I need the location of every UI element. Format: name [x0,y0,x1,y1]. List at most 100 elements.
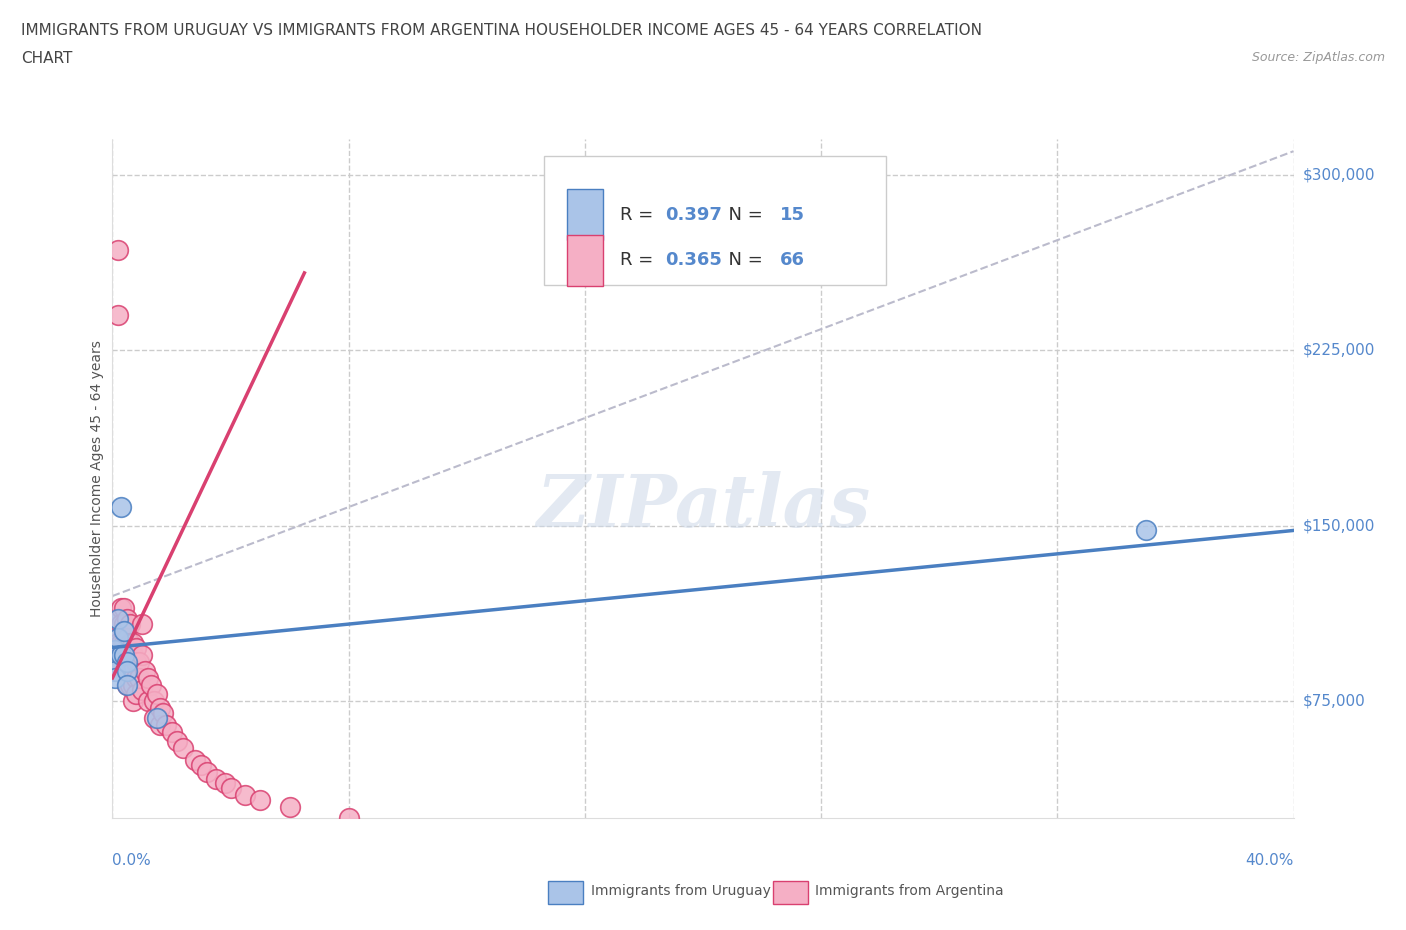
Point [110,600,132,615]
Point [184,752,207,767]
Y-axis label: Householder Income Ages 45 - 64 years: Householder Income Ages 45 - 64 years [90,340,104,618]
Text: 0.397: 0.397 [665,206,723,224]
Text: 66: 66 [780,251,804,269]
Point [149,717,172,732]
Point [195,764,218,779]
Point [107,242,129,257]
Point [117,631,138,645]
Point [107,635,129,650]
Point [120,678,142,693]
Point [146,687,169,702]
Point [112,600,135,615]
Point [104,671,127,685]
Text: R =: R = [620,206,659,224]
Point [128,671,150,685]
Point [249,792,271,807]
Text: IMMIGRANTS FROM URUGUAY VS IMMIGRANTS FROM ARGENTINA HOUSEHOLDER INCOME AGES 45 : IMMIGRANTS FROM URUGUAY VS IMMIGRANTS FR… [21,23,981,38]
Point [233,788,256,803]
Text: 40.0%: 40.0% [1246,853,1294,868]
Point [166,734,188,749]
Point [155,717,177,732]
Text: Immigrants from Argentina: Immigrants from Argentina [815,884,1004,898]
Point [112,647,135,662]
Point [104,643,127,658]
Point [104,640,127,655]
Text: N =: N = [717,251,769,269]
Point [110,635,132,650]
Point [125,654,148,669]
Point [278,799,301,814]
Point [112,663,135,678]
Point [122,694,145,709]
Point [134,663,156,678]
Point [122,663,145,678]
Point [107,631,129,645]
Point [117,640,138,655]
Text: CHART: CHART [21,51,73,66]
Point [205,771,228,786]
Point [219,780,242,795]
FancyBboxPatch shape [544,156,886,286]
Point [117,663,138,678]
Point [110,640,132,655]
Point [125,640,148,655]
Point [136,694,159,709]
Point [146,711,169,725]
Point [337,811,360,826]
Point [117,654,138,669]
Text: R =: R = [620,251,659,269]
Text: $150,000: $150,000 [1303,518,1375,533]
Point [172,740,194,755]
Text: Source: ZipAtlas.com: Source: ZipAtlas.com [1251,51,1385,64]
Bar [567,190,603,240]
Point [139,678,162,693]
Point [117,678,138,693]
Point [112,635,135,650]
Point [152,706,174,721]
Text: 0.365: 0.365 [665,251,723,269]
Text: 15: 15 [780,206,804,224]
Point [104,663,127,678]
Point [214,776,236,790]
Point [107,624,129,639]
Point [112,617,135,631]
Text: N =: N = [717,206,769,224]
Point [131,647,153,662]
Bar [567,234,603,286]
Point [160,724,183,739]
Point [110,499,132,514]
Point [104,624,127,639]
Point [104,654,127,669]
Text: $300,000: $300,000 [1303,167,1375,182]
Point [131,683,153,698]
Point [110,654,132,669]
Text: $75,000: $75,000 [1303,694,1367,709]
Point [190,757,212,772]
Text: Immigrants from Uruguay: Immigrants from Uruguay [591,884,770,898]
Point [120,663,142,678]
Point [142,711,165,725]
Point [107,612,129,627]
Point [131,617,153,631]
Text: 0.0%: 0.0% [112,853,152,868]
Point [125,687,148,702]
Point [122,678,145,693]
Point [122,635,145,650]
Text: ZIPatlas: ZIPatlas [536,471,870,541]
Point [120,647,142,662]
Point [117,678,138,693]
Point [112,624,135,639]
Point [136,671,159,685]
Point [104,612,127,627]
Point [120,635,142,650]
Point [149,701,172,716]
Point [110,647,132,662]
Point [1135,523,1157,538]
Point [142,694,165,709]
Point [112,647,135,662]
Point [117,663,138,678]
Point [107,308,129,323]
Point [125,671,148,685]
Text: $225,000: $225,000 [1303,342,1375,358]
Point [122,647,145,662]
